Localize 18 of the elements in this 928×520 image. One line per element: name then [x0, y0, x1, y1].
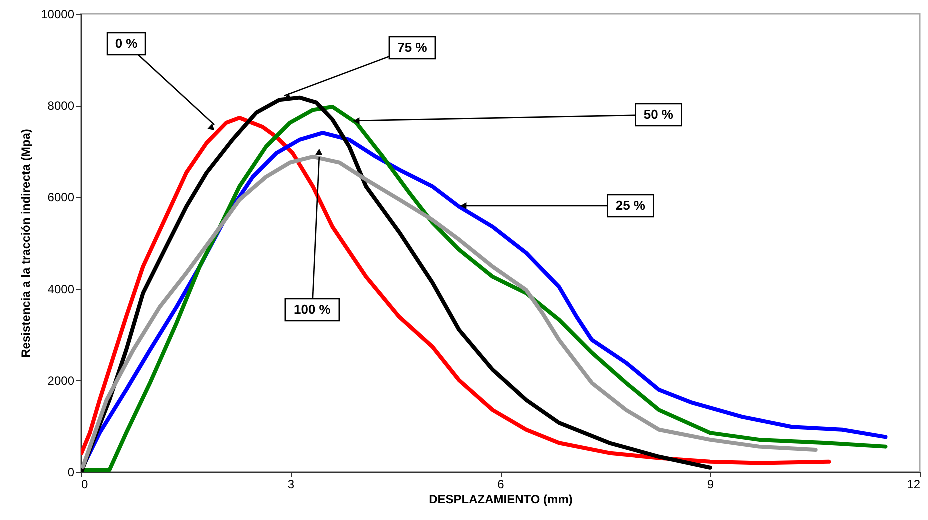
y-tick-label: 2000	[48, 374, 75, 388]
y-axis-title: Resistencia a la tracción indirecta (Mpa)	[19, 129, 34, 358]
x-tick-label: 3	[288, 478, 295, 492]
x-tick-label: 0	[82, 478, 88, 492]
annotation: 25 %	[616, 198, 646, 213]
annotation: 50 %	[644, 106, 674, 122]
y-tick-label: 8000	[48, 99, 75, 114]
annotation: 100 %	[294, 302, 332, 317]
annotation: 0 %	[115, 36, 138, 52]
annotation: 75 %	[398, 40, 428, 55]
x-tick-label: 6	[498, 478, 505, 492]
x-tick-label: 12	[907, 478, 921, 492]
y-tick-label: 4000	[48, 282, 75, 296]
y-tick-label: 0	[68, 466, 75, 480]
y-tick-label: 10000	[41, 8, 75, 22]
x-tick-label: 9	[707, 478, 714, 492]
y-tick-label: 6000	[48, 190, 75, 205]
x-axis-title: DESPLAZAMIENTO (mm)	[429, 492, 573, 506]
